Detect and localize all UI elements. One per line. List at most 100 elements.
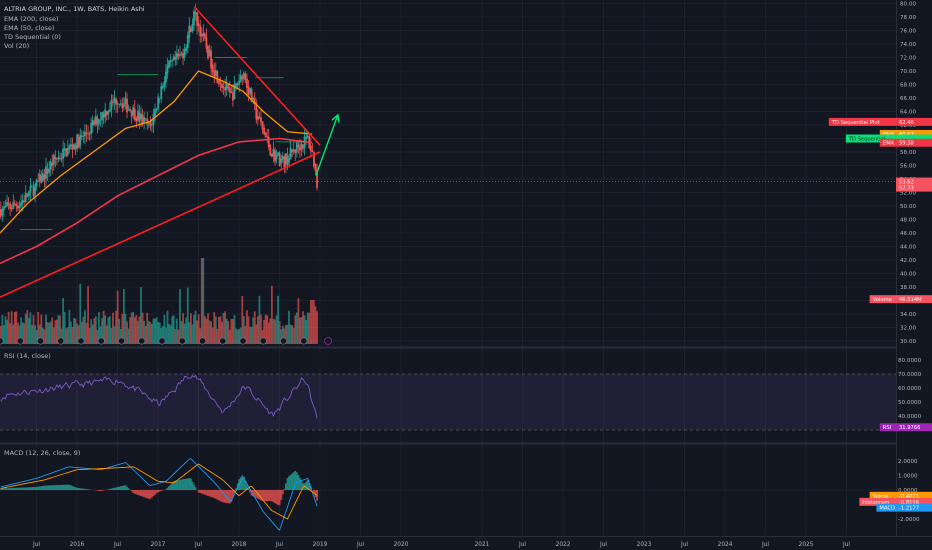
volume-bar: [219, 316, 222, 344]
candle-body: [171, 60, 174, 62]
macd-histogram-bar: [147, 490, 150, 499]
value-badge: [896, 503, 932, 512]
drawings: [0, 6, 340, 298]
candle-body: [29, 185, 32, 193]
price-tick-label: 48.00: [900, 218, 916, 224]
time-tick-label: 2019: [313, 542, 328, 548]
candle-body: [242, 72, 245, 79]
candle-body: [60, 158, 63, 160]
macd-histogram-bar: [62, 484, 65, 490]
legend-study-td: TD Sequential (0): [3, 33, 61, 41]
candle-body: [202, 33, 205, 36]
candle-body: [283, 156, 286, 168]
candle-body: [149, 122, 152, 127]
time-axis-bg[interactable]: [0, 536, 932, 550]
macd-histogram-bar: [98, 490, 100, 491]
candle-body: [119, 103, 122, 105]
macd-histogram-bar: [228, 490, 231, 504]
candle-body: [285, 153, 287, 166]
macd-histogram-bar: [308, 483, 311, 490]
price-tick-label: 40.00: [900, 272, 916, 278]
candle-body: [291, 149, 294, 152]
projection-arrow[interactable]: [315, 114, 339, 176]
candle-body: [264, 132, 267, 138]
candle-body: [214, 70, 217, 76]
candle-body: [210, 50, 213, 69]
macd-histogram-bar: [263, 490, 265, 502]
macd-histogram-bar: [218, 490, 220, 501]
macd-histogram-bar: [80, 488, 83, 490]
series-label: Volume: [873, 297, 892, 303]
macd-histogram-bar: [261, 490, 264, 501]
series-label-bg: [859, 497, 896, 506]
macd-histogram-bar: [23, 487, 26, 490]
macd-histogram-bar: [277, 490, 280, 506]
value-badge: [896, 491, 932, 500]
candle-body: [127, 108, 130, 110]
resistance-trendline[interactable]: [193, 6, 321, 146]
volume-bar: [76, 323, 79, 344]
volume-bar: [113, 326, 116, 344]
candle-body: [183, 49, 186, 58]
dividend-marker: [239, 337, 247, 345]
candle-body: [316, 169, 318, 189]
volume-bar: [154, 318, 156, 344]
macd-histogram-bar: [295, 472, 298, 490]
candle-body: [49, 161, 52, 170]
legend-study-vol: Vol (20): [4, 42, 29, 50]
indicator-lines: [0, 57, 896, 265]
volume-bar: [94, 316, 97, 344]
legend-study-ema50: EMA (50, close): [4, 24, 54, 32]
macd-histogram-bar: [152, 490, 155, 497]
macd-histogram-bar: [227, 490, 230, 504]
macd-histogram-bar: [17, 487, 19, 490]
volume-bar: [309, 300, 312, 344]
volume-bar: [203, 316, 206, 344]
macd-histogram-bar: [169, 484, 172, 490]
candle-body: [280, 158, 283, 164]
volume-bar: [124, 313, 127, 344]
volume-bar: [260, 314, 262, 344]
volume-bar: [127, 328, 130, 344]
price-tick-label: 70.00: [900, 69, 916, 75]
volume-bar: [43, 329, 46, 344]
candle-body: [93, 121, 96, 125]
projection-arrow-head: [331, 113, 340, 123]
candle-body: [253, 98, 256, 104]
volume-bar: [313, 300, 315, 344]
volume-bar: [101, 318, 103, 344]
macd-histogram-bar: [302, 482, 304, 490]
macd-histogram-bar: [48, 485, 51, 490]
candle-body: [45, 166, 47, 179]
volume-bar: [227, 321, 230, 344]
candle-body: [306, 135, 309, 138]
price-axis-bg[interactable]: [896, 0, 932, 550]
candle-body: [79, 135, 82, 146]
volume-bar: [93, 318, 96, 344]
candle-body: [0, 209, 2, 217]
volume-bar: [277, 295, 280, 344]
volume-bar: [202, 258, 205, 344]
macd-histogram-bar: [183, 478, 186, 490]
volume-bar: [291, 325, 294, 344]
volume-bar: [275, 315, 278, 344]
macd-histogram-bar: [27, 487, 30, 490]
candle-body: [151, 124, 153, 126]
candle-body: [191, 24, 194, 32]
dividend-marker: [178, 337, 186, 345]
candle-body: [236, 84, 239, 86]
candle-body: [238, 80, 241, 85]
macd-histogram-bar: [87, 489, 89, 490]
time-tick-label: Jul: [113, 542, 121, 548]
macd-histogram-bar: [7, 488, 10, 490]
support-trendline[interactable]: [0, 151, 321, 298]
candle-body: [258, 116, 261, 119]
candle-body: [88, 133, 91, 135]
candle-body: [180, 53, 183, 55]
macd-histogram-bar: [24, 487, 27, 490]
time-tick-label: Jul: [275, 542, 283, 548]
candle-body: [216, 71, 219, 83]
price-tick-label: 30.00: [900, 339, 916, 345]
